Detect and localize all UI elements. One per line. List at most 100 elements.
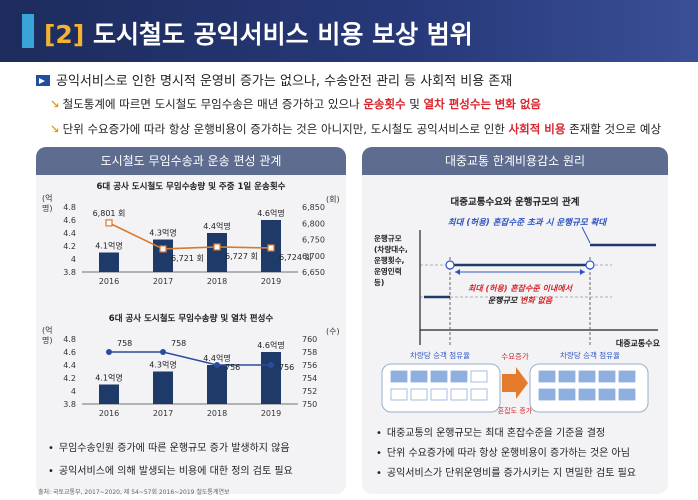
sub1-a: 철도통계에 따르면 도시철도 무임수송은 매년 증가하고 있으나 (62, 97, 364, 111)
seat (390, 388, 408, 401)
x-tick-label: 2018 (207, 277, 227, 286)
seat (390, 370, 408, 383)
left-axis-unit: 명) (42, 335, 52, 345)
sub2-c: 존재할 것으로 예상 (565, 122, 662, 136)
left-panel-header: 도시철도 무임수송과 운송 편성 관계 (36, 147, 346, 175)
left-axis-unit: (억 (42, 193, 52, 203)
chevron-icon: ↘ (50, 122, 60, 136)
seat (538, 370, 556, 383)
seat (430, 388, 448, 401)
y-tick-label: 4.6 (63, 216, 76, 225)
line-point (214, 362, 220, 368)
lead-statement: 공익서비스로 인한 명시적 운영비 증가는 없으나, 수송안전 관리 등 사회적… (36, 70, 512, 89)
bar-data-label: 4.4억명 (203, 353, 230, 363)
y-tick-label: 4.8 (63, 335, 76, 344)
line-data-label: 6,724 회 (279, 253, 312, 262)
y-tick-label: 4.4 (63, 229, 76, 238)
bar (261, 352, 281, 404)
range-arrow-head-left (455, 269, 460, 275)
y-tick-label: 4 (71, 255, 76, 264)
label-top: 최대 (허용) 혼잡수준 초과 시 운행규모 확대 (448, 217, 608, 228)
label-mid-1: 최대 (허용) 혼잡수준 이내에서 (468, 284, 574, 293)
xlabel: 대중교통수요 (616, 338, 661, 348)
line-data-label: 758 (171, 339, 186, 348)
right-bullet-3: 공익서비스가 단위운영비를 증가시키는 지 면밀한 검토 필요 (376, 464, 636, 479)
left-panel: 도시철도 무임수송과 운송 편성 관계 6대 공사 도시철도 무임수송량 및 주… (36, 147, 346, 494)
ylabel-5: 등) (374, 278, 384, 287)
ylabel-1: 운행규모 (374, 233, 402, 243)
arrow-icon (36, 75, 50, 86)
x-tick-label: 2017 (153, 277, 173, 286)
seat (450, 388, 468, 401)
label-mid-2: 운행규모 변화 없음 (488, 296, 553, 305)
chart-title: 6대 공사 도시철도 무임수송량 및 주중 1일 운송횟수 (97, 181, 286, 192)
page-title: [2] 도시철도 공익서비스 비용 보상 범위 (44, 15, 473, 51)
y-tick-label: 4.2 (63, 242, 76, 251)
chart-title: 6대 공사 도시철도 무임수송량 및 열차 편성수 (109, 313, 274, 324)
sub2-a: 단위 수요증가에 따라 항상 운행비용이 증가하는 것은 아니지만, 도시철도 … (62, 122, 509, 136)
line-data-label: 6,721 회 (171, 254, 204, 263)
bar-data-label: 4.6억명 (257, 340, 284, 350)
title-banner: [2] 도시철도 공익서비스 비용 보상 범위 (0, 0, 698, 62)
source-note: 출처: 국토교통부, 2017~2020, 제 54~57회 2016~2019… (38, 489, 230, 496)
x-tick-label: 2019 (261, 277, 281, 286)
line-data-label: 758 (117, 339, 132, 348)
chart-riders-trains: 6대 공사 도시철도 무임수송량 및 열차 편성수 (억명) (수) 4.8 4.6 4.… (42, 313, 340, 418)
diagram-title: 대중교통수요와 운행규모의 관계 (451, 196, 580, 208)
line-series (109, 351, 271, 366)
right-panel-header: 대중교통 한계비용감소 원리 (362, 147, 668, 175)
y-tick-label: 4.8 (63, 203, 76, 212)
x-tick-label: 2019 (261, 409, 281, 418)
y-tick-label: 4.2 (63, 374, 76, 383)
y-right-tick-label: 750 (302, 400, 317, 409)
bar (207, 233, 227, 272)
x-tick-label: 2016 (99, 277, 119, 286)
x-tick-label: 2017 (153, 409, 173, 418)
y-right-tick-label: 754 (302, 374, 317, 383)
y-right-tick-label: 758 (302, 348, 317, 357)
y-tick-label: 3.8 (63, 400, 76, 409)
y-right-tick-label: 760 (302, 335, 317, 344)
bar (207, 365, 227, 404)
ylabel-4: 운영인력 (374, 266, 402, 276)
car-left-seats (390, 370, 488, 401)
seat (558, 388, 576, 401)
line-point (213, 243, 221, 251)
left-bullet-2: 공익서비스에 의해 발생되는 비용에 대한 정의 검토 필요 (48, 462, 293, 477)
congestion-up-label: 혼잡도 증가 (498, 406, 533, 415)
left-bullet-1: 무임수송인원 증가에 따른 운행규모 증가 발생하지 않음 (48, 439, 290, 454)
bar-data-label: 4.3억명 (149, 228, 176, 238)
seat (598, 388, 616, 401)
seat (618, 370, 636, 383)
bar-data-label: 4.4억명 (203, 221, 230, 231)
label-top-leader (581, 226, 591, 244)
left-axis-unit: 명) (42, 203, 52, 213)
seat (558, 370, 576, 383)
y-right-tick-label: 6,650 (302, 268, 325, 277)
sub1-b: 운송횟수 (363, 97, 406, 111)
line-series (108, 222, 272, 250)
line-point (268, 362, 274, 368)
line-point (106, 349, 112, 355)
banner-accent-bar (22, 14, 34, 48)
bar (99, 252, 119, 272)
chart-riders-trips: 6대 공사 도시철도 무임수송량 및 주중 1일 운송횟수 (억명) (회) 4.8 4… (42, 181, 340, 286)
right-axis-unit: (회) (326, 195, 340, 204)
step-point-left (445, 260, 455, 270)
car-right-seats (538, 370, 636, 401)
seat (450, 370, 468, 383)
seat (598, 370, 616, 383)
y-tick-label: 4 (71, 387, 76, 396)
right-bullet-1: 대중교통의 운행규모는 최대 혼잡수준을 기준을 결정 (376, 424, 605, 439)
line-data-label: 6,727 회 (225, 252, 258, 261)
demand-arrow-icon (502, 367, 528, 399)
car-right-label: 차량당 승객 점유율 (560, 350, 620, 360)
right-axis-unit: (수) (326, 327, 340, 336)
label-mid-2b: 변화 없음 (520, 296, 553, 305)
bar-data-label: 4.1억명 (95, 373, 122, 383)
bar (153, 239, 173, 272)
y-right-tick-label: 756 (302, 361, 317, 370)
bar-data-label: 4.1억명 (95, 241, 122, 251)
line-point (105, 219, 113, 227)
right-panel: 대중교통 한계비용감소 원리 대중교통수요와 운행규모의 관계 최대 (허용) … (362, 147, 668, 494)
